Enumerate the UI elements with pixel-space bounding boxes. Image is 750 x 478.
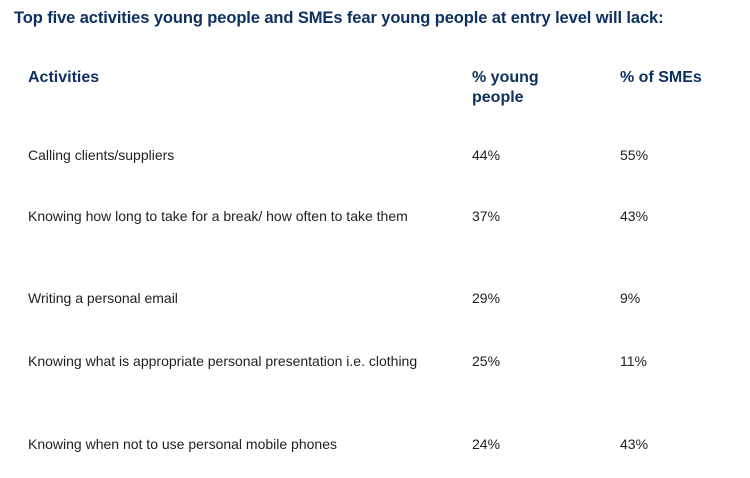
young-people-cell: 37% — [472, 208, 501, 224]
young-people-cell: 24% — [472, 436, 501, 452]
page-title: Top five activities young people and SME… — [14, 9, 664, 27]
smes-cell: 55% — [620, 147, 649, 163]
activity-cell: Knowing when not to use personal mobile … — [28, 436, 337, 452]
smes-cell: 43% — [620, 436, 649, 452]
header-activities: Activities — [28, 69, 100, 86]
smes-cell: 43% — [620, 208, 649, 224]
smes-cell: 9% — [620, 290, 641, 306]
header-young-people: % young people — [472, 69, 539, 106]
activity-cell: Knowing what is appropriate personal pre… — [28, 353, 418, 369]
young-people-cell: 25% — [472, 353, 501, 369]
activity-cell: Knowing how long to take for a break/ ho… — [28, 208, 408, 224]
smes-cell: 11% — [620, 353, 647, 369]
activity-cell: Writing a personal email — [28, 290, 178, 306]
young-people-cell: 44% — [472, 147, 501, 163]
activity-cell: Calling clients/suppliers — [28, 147, 175, 163]
young-people-cell: 29% — [472, 290, 501, 306]
header-smes: % of SMEs — [620, 69, 702, 86]
